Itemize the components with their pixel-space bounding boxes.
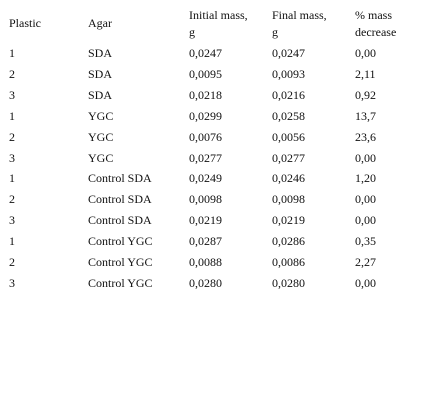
cell-initial-mass: 0,0219 — [189, 213, 222, 227]
cell-mass-decrease: 0,00 — [355, 151, 376, 165]
cell-initial-mass: 0,0095 — [189, 67, 222, 81]
cell-agar: YGC — [88, 130, 114, 144]
header-initial-mass-line-1: Initial mass, — [189, 8, 248, 22]
cell-plastic: 3 — [9, 213, 15, 227]
cell-plastic: 1 — [9, 109, 15, 123]
cell-mass-decrease: 0,00 — [355, 192, 376, 206]
cell-mass-decrease: 2,11 — [355, 67, 376, 81]
cell-initial-mass: 0,0277 — [189, 151, 222, 165]
cell-initial-mass: 0,0247 — [189, 46, 222, 60]
header-initial-mass: Initial mass, g — [189, 7, 248, 41]
header-mass-decrease-line-1: % mass — [355, 8, 392, 22]
cell-agar: Control SDA — [88, 171, 152, 185]
cell-agar: YGC — [88, 109, 114, 123]
cell-agar: Control YGC — [88, 234, 153, 248]
cell-initial-mass: 0,0287 — [189, 234, 222, 248]
cell-initial-mass: 0,0280 — [189, 276, 222, 290]
cell-plastic: 2 — [9, 130, 15, 144]
cell-final-mass: 0,0219 — [272, 213, 305, 227]
cell-mass-decrease: 0,00 — [355, 213, 376, 227]
header-agar-line-1: Agar — [88, 16, 112, 30]
cell-agar: Control SDA — [88, 213, 152, 227]
cell-final-mass: 0,0056 — [272, 130, 305, 144]
header-final-mass-line-1: Final mass, — [272, 8, 327, 22]
cell-final-mass: 0,0086 — [272, 255, 305, 269]
header-agar: Agar — [88, 7, 112, 32]
cell-agar: SDA — [88, 46, 113, 60]
cell-initial-mass: 0,0249 — [189, 171, 222, 185]
cell-plastic: 1 — [9, 46, 15, 60]
cell-plastic: 2 — [9, 192, 15, 206]
cell-final-mass: 0,0216 — [272, 88, 305, 102]
cell-plastic: 2 — [9, 67, 15, 81]
cell-mass-decrease: 0,00 — [355, 276, 376, 290]
cell-mass-decrease: 23,6 — [355, 130, 376, 144]
cell-final-mass: 0,0247 — [272, 46, 305, 60]
cell-mass-decrease: 0,92 — [355, 88, 376, 102]
cell-plastic: 1 — [9, 171, 15, 185]
cell-mass-decrease: 1,20 — [355, 171, 376, 185]
header-plastic: Plastic — [9, 7, 41, 32]
cell-plastic: 3 — [9, 88, 15, 102]
header-mass-decrease: % mass decrease — [355, 7, 396, 41]
cell-final-mass: 0,0093 — [272, 67, 305, 81]
header-initial-mass-line-2: g — [189, 25, 195, 39]
cell-mass-decrease: 2,27 — [355, 255, 376, 269]
cell-final-mass: 0,0286 — [272, 234, 305, 248]
cell-final-mass: 0,0280 — [272, 276, 305, 290]
cell-initial-mass: 0,0218 — [189, 88, 222, 102]
cell-agar: Control YGC — [88, 255, 153, 269]
cell-mass-decrease: 0,35 — [355, 234, 376, 248]
cell-plastic: 3 — [9, 151, 15, 165]
cell-final-mass: 0,0277 — [272, 151, 305, 165]
cell-agar: YGC — [88, 151, 114, 165]
cell-agar: SDA — [88, 67, 113, 81]
header-final-mass: Final mass, g — [272, 7, 327, 41]
cell-agar: SDA — [88, 88, 113, 102]
cell-final-mass: 0,0258 — [272, 109, 305, 123]
header-plastic-line-1: Plastic — [9, 16, 41, 30]
cell-plastic: 3 — [9, 276, 15, 290]
cell-agar: Control YGC — [88, 276, 153, 290]
header-final-mass-line-2: g — [272, 25, 278, 39]
cell-initial-mass: 0,0088 — [189, 255, 222, 269]
cell-final-mass: 0,0246 — [272, 171, 305, 185]
cell-initial-mass: 0,0098 — [189, 192, 222, 206]
cell-initial-mass: 0,0076 — [189, 130, 222, 144]
cell-agar: Control SDA — [88, 192, 152, 206]
cell-plastic: 1 — [9, 234, 15, 248]
cell-mass-decrease: 0,00 — [355, 46, 376, 60]
cell-final-mass: 0,0098 — [272, 192, 305, 206]
cell-initial-mass: 0,0299 — [189, 109, 222, 123]
header-mass-decrease-line-2: decrease — [355, 25, 397, 39]
cell-mass-decrease: 13,7 — [355, 109, 376, 123]
cell-plastic: 2 — [9, 255, 15, 269]
